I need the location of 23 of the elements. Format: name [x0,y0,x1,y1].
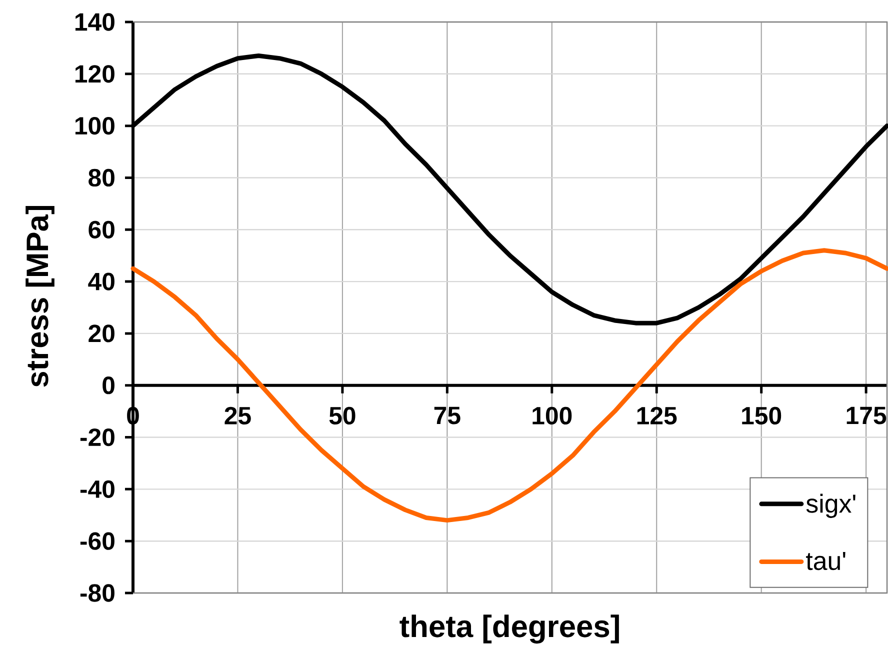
y-tick-label: 40 [88,272,114,290]
x-tick-label: 100 [532,406,572,425]
y-tick-label: 80 [88,168,114,187]
y-axis-title: stress [MPa] [26,206,54,387]
y-tick-label: 120 [75,65,114,83]
x-tick-label: 50 [329,406,356,425]
y-tick-label: 20 [88,324,114,342]
x-axis-title: theta [degrees] [400,614,619,644]
y-tick-label: 60 [88,220,114,238]
y-tick-label: 100 [75,116,114,135]
y-tick-label: 140 [75,13,114,31]
y-tick-label: -20 [80,428,114,446]
x-tick-label: 125 [637,406,677,425]
x-tick-label: 175 [846,406,886,424]
x-tick-label: 150 [742,406,782,425]
y-tick-label: -80 [80,584,114,602]
x-tick-label: 75 [434,406,460,424]
y-tick-label: -40 [80,480,114,498]
legend-label: sigx' [806,494,856,518]
legend-label: tau' [806,552,846,570]
x-tick-label: 25 [224,406,251,425]
y-tick-label: 0 [102,376,114,394]
y-tick-label: -60 [80,532,114,550]
